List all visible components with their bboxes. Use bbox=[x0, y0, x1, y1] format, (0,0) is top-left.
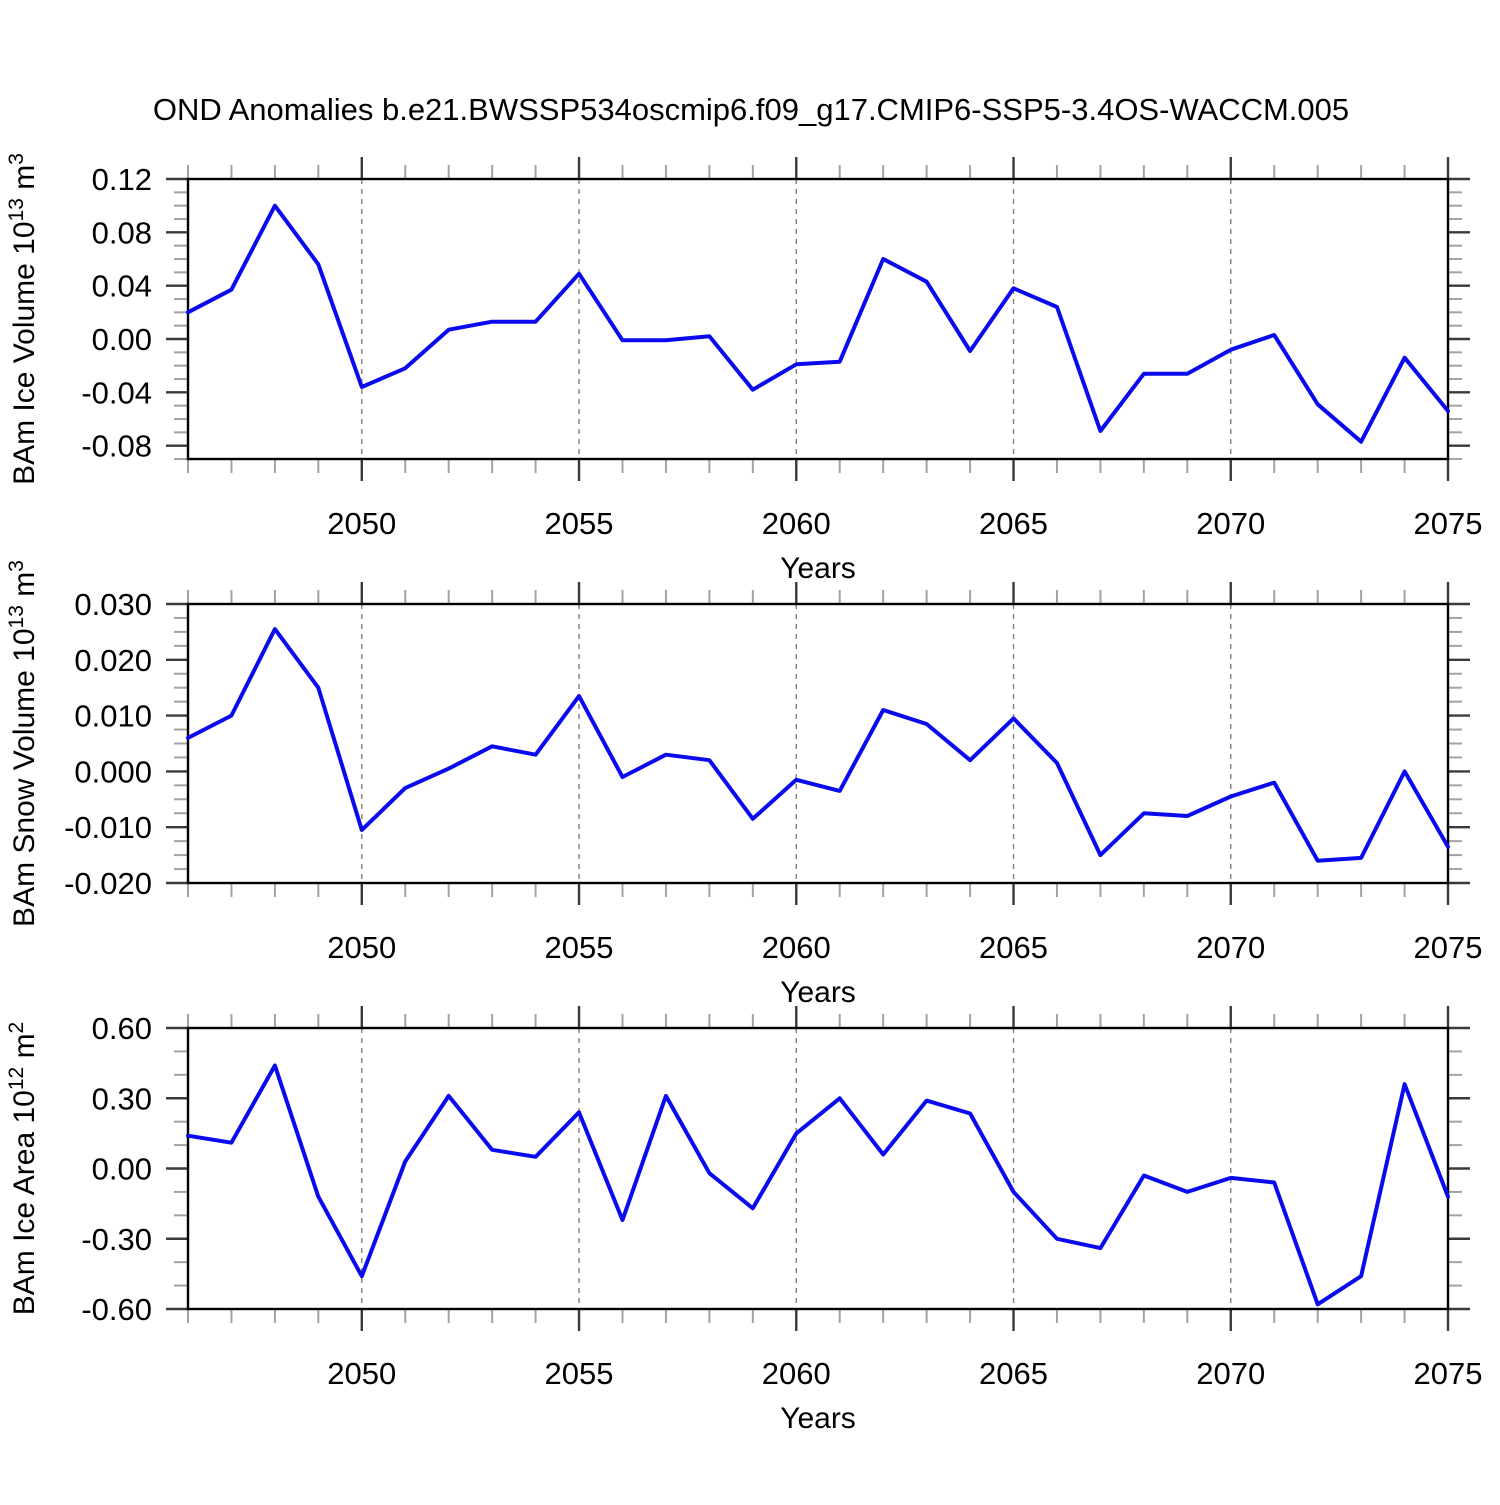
x-tick-label: 2050 bbox=[327, 506, 396, 541]
y-tick-label: 0.04 bbox=[92, 269, 152, 304]
x-tick-label: 2070 bbox=[1196, 506, 1265, 541]
x-axis-title: Years bbox=[780, 1402, 856, 1435]
x-tick-label: 2070 bbox=[1196, 930, 1265, 965]
x-tick-label: 2055 bbox=[545, 506, 614, 541]
x-tick-label: 2055 bbox=[545, 930, 614, 965]
y-tick-label: -0.04 bbox=[81, 375, 152, 410]
series-line bbox=[186, 1063, 1450, 1307]
y-tick-label: 0.12 bbox=[92, 162, 152, 197]
y-tick-label: 0.60 bbox=[92, 1011, 152, 1046]
y-tick-label: -0.020 bbox=[64, 866, 152, 901]
y-tick-label: 0.000 bbox=[74, 754, 152, 789]
x-tick-label: 2060 bbox=[762, 930, 831, 965]
y-tick-label: -0.010 bbox=[64, 810, 152, 845]
y-tick-label: 0.010 bbox=[74, 699, 152, 734]
y-tick-label: -0.60 bbox=[81, 1292, 152, 1327]
y-tick-label: 0.30 bbox=[92, 1081, 152, 1116]
figure-title: OND Anomalies b.e21.BWSSP534oscmip6.f09_… bbox=[153, 92, 1349, 127]
panel-frame bbox=[186, 602, 1450, 885]
x-tick-label: 2075 bbox=[1414, 506, 1483, 541]
panel-2: 0.030 0.020 0.010 0.000 -0.010 -0.020 2050 2055… bbox=[5, 560, 1482, 1009]
panel-frame bbox=[186, 177, 1450, 461]
series-line bbox=[186, 627, 1450, 863]
x-tick-label: 2075 bbox=[1414, 930, 1483, 965]
x-axis-title: Years bbox=[780, 552, 856, 585]
y-tick-label: 0.00 bbox=[92, 322, 152, 357]
x-tick-label: 2065 bbox=[979, 506, 1048, 541]
x-tick-label: 2070 bbox=[1196, 1356, 1265, 1391]
y-tick-label: -0.08 bbox=[81, 429, 152, 464]
x-tick-label: 2075 bbox=[1414, 1356, 1483, 1391]
y-axis-title: BAm Ice Volume 1013 m3 bbox=[5, 153, 41, 485]
x-tick-label: 2055 bbox=[545, 1356, 614, 1391]
series-line bbox=[186, 203, 1450, 444]
x-tick-label: 2050 bbox=[327, 1356, 396, 1391]
y-tick-label: 0.08 bbox=[92, 215, 152, 250]
x-tick-label: 2060 bbox=[762, 506, 831, 541]
y-axis-title: BAm Snow Volume 1013 m3 bbox=[5, 560, 41, 927]
x-tick-label: 2050 bbox=[327, 930, 396, 965]
y-tick-label: 0.020 bbox=[74, 643, 152, 678]
panel-3: 0.60 0.30 0.00 -0.30 -0.60 2050 2055 2060 2065 20… bbox=[5, 1006, 1482, 1435]
x-tick-label: 2060 bbox=[762, 1356, 831, 1391]
y-axis-title: BAm Ice Area 1012 m2 bbox=[5, 1022, 41, 1316]
y-tick-label: 0.030 bbox=[74, 587, 152, 622]
panels-group: 0.12 0.08 0.04 0.00 -0.04 -0.08 2050 2055 2060 20… bbox=[5, 153, 1482, 1435]
y-tick-label: 0.00 bbox=[92, 1152, 152, 1187]
x-tick-label: 2065 bbox=[979, 1356, 1048, 1391]
panel-frame bbox=[186, 1026, 1450, 1311]
y-tick-label: -0.30 bbox=[81, 1222, 152, 1257]
panel-1: 0.12 0.08 0.04 0.00 -0.04 -0.08 2050 2055 2060 20… bbox=[5, 153, 1482, 585]
x-tick-label: 2065 bbox=[979, 930, 1048, 965]
x-axis-title: Years bbox=[780, 976, 856, 1009]
